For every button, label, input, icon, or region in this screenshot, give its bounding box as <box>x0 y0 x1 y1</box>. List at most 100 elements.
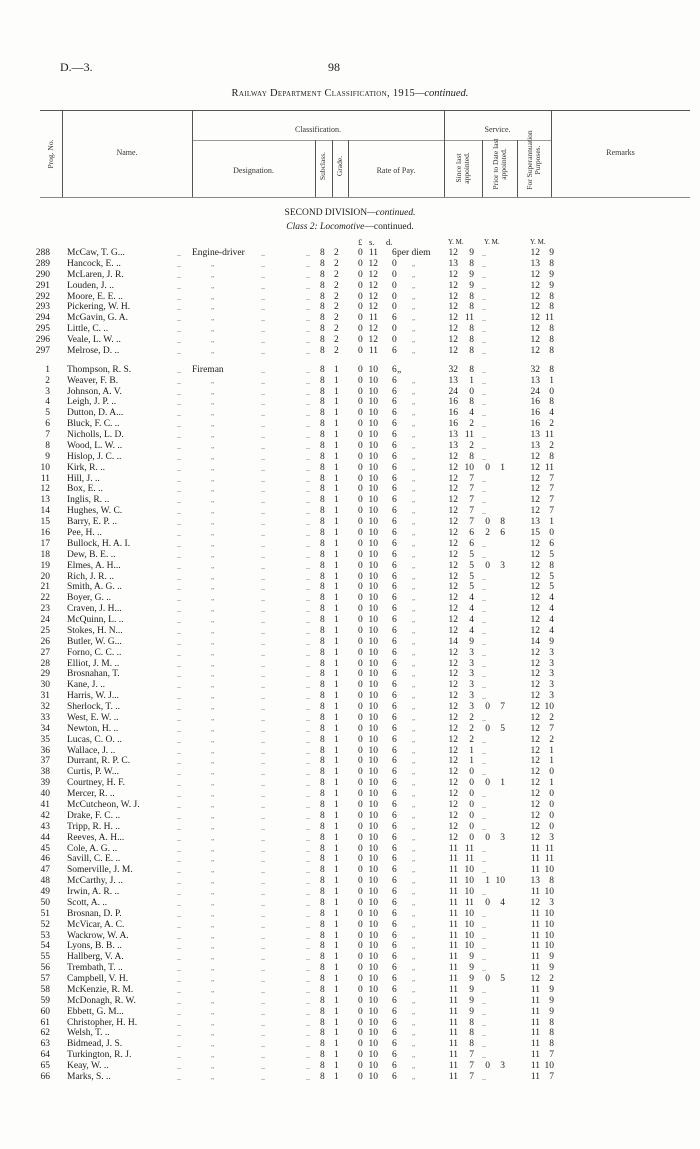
leader-dots: .. <box>177 811 181 821</box>
leader-dots: .. <box>177 270 181 280</box>
table-row: 290 McLaren, J. R... „.... 8 2 0 12 0 „ 12 9.. 12 9 <box>0 270 700 281</box>
rate-pounds: 0 <box>358 604 363 615</box>
prog-no: 37 <box>40 756 51 767</box>
leader-dots: .. <box>306 713 310 723</box>
rate-unit-ditto: „ <box>412 376 416 385</box>
table-row: 18 Dew, B. E. .... „.... 8 1 0 10 6 „ 12 5.. 12 5 <box>0 550 700 561</box>
leader-dots: .. <box>261 314 265 324</box>
designation-ditto: „ <box>211 594 215 603</box>
designation-ditto: „ <box>211 281 215 290</box>
leader-dots: .. <box>177 909 181 919</box>
rate-shillings: 10 <box>368 593 379 604</box>
leader-dots: .. <box>306 409 310 419</box>
name: Louden, J. .. <box>67 280 114 291</box>
unit-since: Y. M. <box>448 238 464 246</box>
rate-pounds: 0 <box>358 571 363 582</box>
header-mid-rule <box>192 140 551 141</box>
rate-unit-ditto: „ <box>412 1007 416 1016</box>
name: Nicholls, L. D. <box>67 430 124 441</box>
superannuation-months: 10 <box>544 865 555 876</box>
leader-dots: .. <box>306 811 310 821</box>
prog-no: 7 <box>45 430 50 441</box>
prog-no: 40 <box>40 789 51 800</box>
table-row: 47 Somerville, J. M... „.... 8 1 0 10 6 „ 11 10.. 1… <box>0 865 700 876</box>
table-row: 63 Bidmead, J. S... „.... 8 1 0 10 6 „ 11 8.. 11 8 <box>0 1039 700 1050</box>
prog-no: 51 <box>40 908 51 919</box>
leader-dots: .. <box>177 474 181 484</box>
since-last-months: 10 <box>464 462 475 473</box>
prog-no: 32 <box>40 702 51 713</box>
grade: 1 <box>334 1039 339 1050</box>
prog-no: 17 <box>40 538 51 549</box>
leader-dots: .. <box>261 942 265 952</box>
name: McLaren, J. R. <box>67 269 124 280</box>
rate-pounds: 0 <box>358 484 363 495</box>
leader-dots: .. <box>261 387 265 397</box>
prior-service-months: 8 <box>500 517 505 528</box>
leader-dots: .. <box>261 746 265 756</box>
rate-unit-ditto: „ <box>412 909 416 918</box>
since-last-years: 11 <box>448 984 458 995</box>
leader-dots: .. <box>177 485 181 495</box>
table-row: 58 McKenzie, R. M... „.... 8 1 0 10 6 „ 11 9.. 11 9 <box>0 985 700 996</box>
table-row: 43 Tripp, R. H. .... „.... 8 1 0 10 6 „ 12 0.. 12 0 <box>0 822 700 833</box>
designation-ditto: „ <box>211 648 215 657</box>
rate-unit-ditto: „ <box>412 975 416 984</box>
prog-no: 21 <box>40 582 51 593</box>
header-subclass: Subclass. <box>318 151 327 181</box>
designation-ditto: „ <box>211 855 215 864</box>
since-last-months: 8 <box>469 302 474 313</box>
table-row: 25 Stokes, H. N..... „.... 8 1 0 10 6 „ 12 4.. 12 4 <box>0 626 700 637</box>
leader-dots: .. <box>261 583 265 593</box>
grade: 1 <box>334 930 339 941</box>
rate-shillings: 12 <box>368 269 379 280</box>
leader-dots: .. <box>306 692 310 702</box>
rate-shillings: 10 <box>368 604 379 615</box>
subclass: 8 <box>320 269 325 280</box>
grade: 1 <box>334 712 339 723</box>
name: Cole, A. G. .. <box>67 843 118 854</box>
superannuation-years: 12 <box>530 897 541 908</box>
leader-dots: .. <box>261 822 265 832</box>
since-last-months: 0 <box>469 767 474 778</box>
table-row: 5 Dutton, D. A..... „.... 8 1 0 10 6 „ 16 4.. 16 4 <box>0 408 700 419</box>
superannuation-years: 13 <box>530 876 541 887</box>
header-prior: Prior to Date last appointed. <box>491 138 508 190</box>
leader-dots: .. <box>177 616 181 626</box>
rate-unit-ditto: „ <box>412 474 416 483</box>
leader-dots: .. <box>306 1040 310 1050</box>
leader-dots: .. <box>177 594 181 604</box>
rate-unit: per diem <box>397 248 431 258</box>
since-last-months: 9 <box>469 974 474 985</box>
designation-ditto: „ <box>211 583 215 592</box>
superannuation-years: 11 <box>530 941 540 952</box>
grade: 1 <box>334 756 339 767</box>
since-last-years: 11 <box>448 843 458 854</box>
grade: 1 <box>334 963 339 974</box>
rate-pounds: 0 <box>358 625 363 636</box>
rate-shillings: 10 <box>368 723 379 734</box>
name: Drake, F. C. .. <box>67 810 121 821</box>
rate-unit-ditto: „ <box>412 942 416 951</box>
since-last-months: 2 <box>469 419 474 430</box>
leader-dots: .. <box>177 692 181 702</box>
rate-shillings: 10 <box>368 800 379 810</box>
prog-no: 47 <box>40 865 51 876</box>
prog-no: 42 <box>40 810 51 821</box>
designation-ditto: „ <box>211 866 215 875</box>
rate-shillings: 10 <box>368 397 379 408</box>
prior-service-months: 3 <box>500 560 505 571</box>
rate-pounds: 0 <box>358 582 363 593</box>
rate-pence: 6 <box>392 756 397 767</box>
table-row: 66 Marks, S. .... „.... 8 1 0 10 6 „ 11 7.. 11 7 <box>0 1072 700 1083</box>
designation-ditto: „ <box>211 259 215 268</box>
designation-ditto: „ <box>211 898 215 907</box>
since-last-years: 12 <box>448 756 459 767</box>
prior-service-empty: .. <box>482 572 486 582</box>
subclass: 8 <box>320 506 325 517</box>
leader-dots: .. <box>177 441 181 451</box>
grade: 2 <box>334 302 339 313</box>
rate-unit-ditto: „ <box>412 616 416 625</box>
superannuation-months: 4 <box>549 593 554 604</box>
subclass: 8 <box>320 691 325 702</box>
